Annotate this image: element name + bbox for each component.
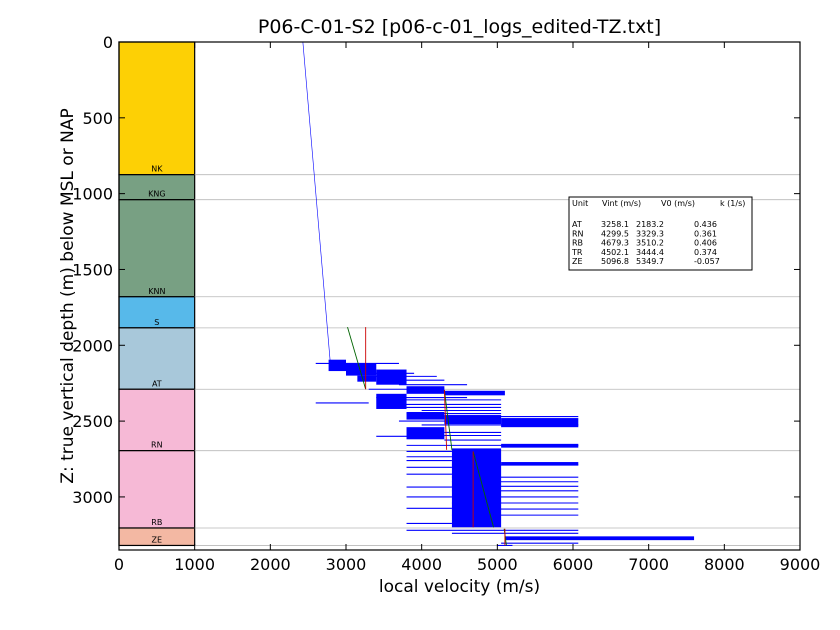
table-cell: 4502.1 <box>601 248 629 257</box>
strat-column: NK KNG KNN S AT RN RB ZE <box>118 41 196 547</box>
table-cell: 3329.3 <box>636 229 664 238</box>
velocity-block <box>406 412 445 420</box>
x-tick-label: 3000 <box>326 555 367 574</box>
table-cell: AT <box>572 220 582 229</box>
velocity-block <box>444 415 502 425</box>
strat-label-at: AT <box>152 379 162 388</box>
table-cell: 5096.8 <box>601 257 629 266</box>
y-tick-label: 2000 <box>72 336 113 355</box>
velocity-block <box>376 393 407 409</box>
strat-label-ze: ZE <box>152 535 163 544</box>
strat-unit-nk <box>118 41 196 176</box>
series-line <box>302 41 331 361</box>
table-cell: ZE <box>572 257 583 266</box>
series-line <box>472 451 494 528</box>
x-tick-label: 5000 <box>477 555 518 574</box>
series-line <box>443 389 453 450</box>
horizon-lines <box>194 174 800 546</box>
table-cell: 2183.2 <box>636 220 664 229</box>
table-box <box>568 196 753 271</box>
velocity-blocks <box>315 359 695 547</box>
strat-label-rb: RB <box>151 518 162 527</box>
table-header-cell: k (1/s) <box>720 199 745 208</box>
strat-label-knn: KNN <box>148 287 165 296</box>
velocity-block <box>376 369 407 385</box>
y-tick-label: 1500 <box>72 260 113 279</box>
axis-ticks: 0 1000 2000 3000 4000 5000 6000 7000 8000 9000 0 50… <box>72 33 820 574</box>
y-axis-label: Z: true vertical depth (m) below MSL or … <box>58 108 78 483</box>
velocity-block <box>501 418 579 428</box>
table-cell: 3258.1 <box>601 220 629 229</box>
table-cell: 4679.3 <box>601 239 629 248</box>
chart-title: P06-C-01-S2 [p06-c-01_logs_edited-TZ.txt… <box>258 16 661 38</box>
strat-unit-rn <box>118 388 196 452</box>
strat-unit-knn <box>118 199 196 298</box>
strat-unit-rb <box>118 450 196 529</box>
table-cell: 0.406 <box>694 239 717 248</box>
velocity-block <box>406 386 445 394</box>
interval-velocity-table: Unit Vint (m/s) V0 (m/s) k (1/s) AT 3258.1 218… <box>568 196 753 271</box>
table-cell: TR <box>571 248 583 257</box>
table-cell: 0.436 <box>694 220 717 229</box>
x-tick-label: 8000 <box>704 555 745 574</box>
strat-unit-s <box>118 296 196 329</box>
velocity-block <box>357 375 377 382</box>
table-header-cell: V0 (m/s) <box>661 199 695 208</box>
plot-frame <box>118 41 801 551</box>
velocity-block <box>501 462 579 466</box>
x-tick-label: 2000 <box>250 555 291 574</box>
series-line <box>443 390 448 450</box>
velocity-block <box>346 363 377 376</box>
table-cell: -0.057 <box>694 257 720 266</box>
table-cell: 0.374 <box>694 248 717 257</box>
y-tick-label: 500 <box>82 109 113 128</box>
table-cell: RN <box>572 229 584 238</box>
x-tick-label: 4000 <box>401 555 442 574</box>
table-cell: RB <box>572 239 583 248</box>
x-tick-label: 9000 <box>780 555 821 574</box>
table-cell: 5349.7 <box>636 257 664 266</box>
strat-label-s: S <box>154 318 159 327</box>
series-line <box>347 326 367 390</box>
table-header-cell: Unit <box>572 199 588 208</box>
velocity-block <box>328 359 346 372</box>
y-tick-label: 2500 <box>72 412 113 431</box>
x-tick-label: 0 <box>114 555 124 574</box>
strat-label-nk: NK <box>151 165 163 174</box>
table-header-cell: Vint (m/s) <box>602 199 641 208</box>
x-tick-label: 6000 <box>553 555 594 574</box>
strat-label-rn: RN <box>151 441 163 450</box>
strat-label-kng: KNG <box>148 190 165 199</box>
y-tick-label: 0 <box>103 33 113 52</box>
x-tick-label: 7000 <box>628 555 669 574</box>
table-cell: 3510.2 <box>636 239 664 248</box>
x-axis-label: local velocity (m/s) <box>379 577 540 597</box>
series-lines <box>302 41 507 546</box>
x-tick-label: 1000 <box>174 555 215 574</box>
table-cell: 3444.4 <box>636 248 664 257</box>
velocity-block <box>451 448 502 528</box>
velocity-block <box>406 427 445 440</box>
table-cell: 4299.5 <box>601 229 629 238</box>
velocity-block <box>504 536 695 541</box>
y-tick-label: 1000 <box>72 185 113 204</box>
y-tick-label: 3000 <box>72 488 113 507</box>
strat-unit-at <box>118 327 196 390</box>
table-cell: 0.361 <box>694 229 717 238</box>
velocity-block <box>444 390 505 396</box>
